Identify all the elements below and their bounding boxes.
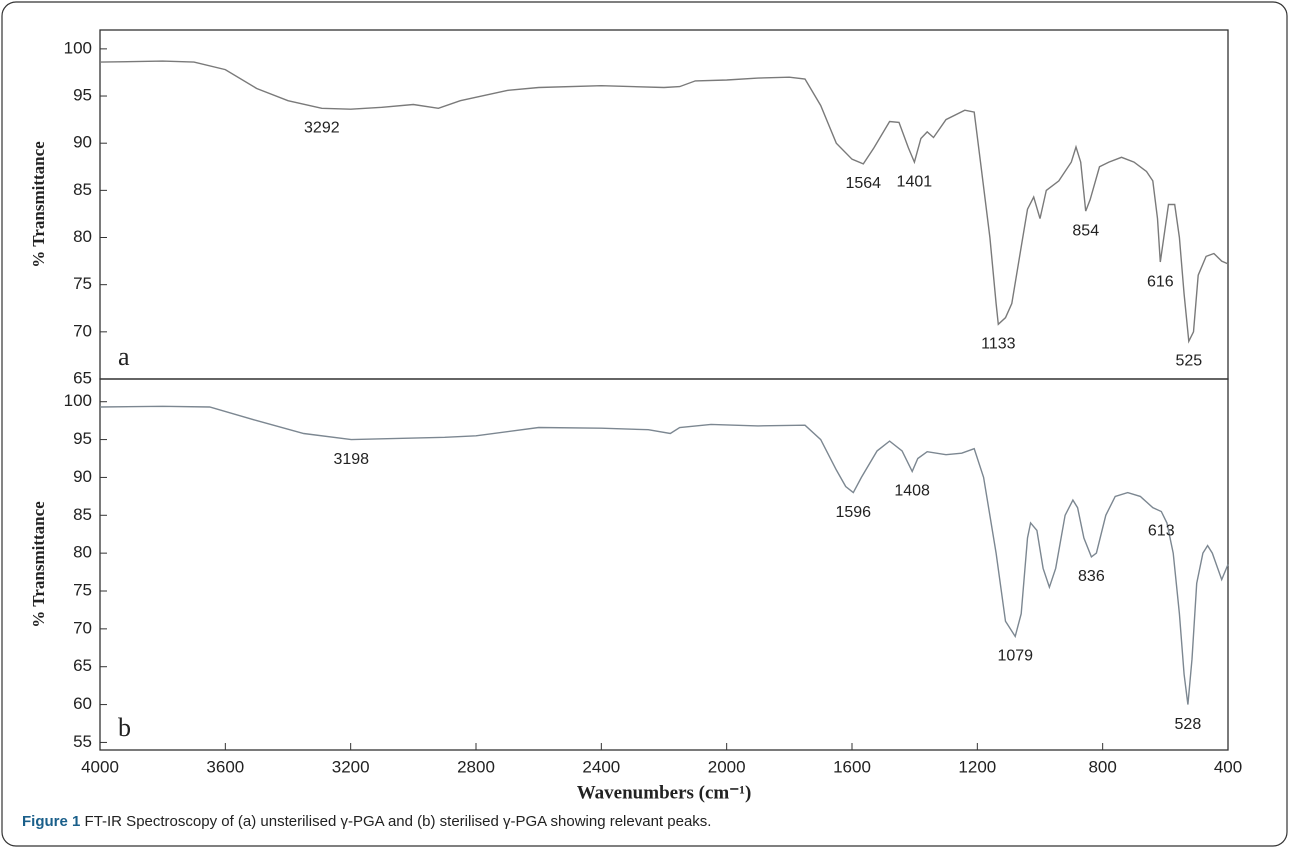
plot-area bbox=[99, 378, 1229, 751]
x-tick-label: 3600 bbox=[206, 757, 244, 776]
y-tick-label: 80 bbox=[73, 227, 92, 246]
x-axis-label: Wavenumbers (cm⁻¹) bbox=[577, 782, 752, 803]
y-tick-label: 90 bbox=[73, 133, 92, 152]
y-axis-label: % Transmittance bbox=[29, 141, 48, 268]
x-tick-label: 800 bbox=[1088, 757, 1116, 776]
peak-label: 528 bbox=[1175, 716, 1202, 733]
y-tick-label: 65 bbox=[73, 656, 92, 675]
x-tick-label: 1200 bbox=[958, 757, 996, 776]
x-tick-label: 2000 bbox=[708, 757, 746, 776]
y-tick-label: 95 bbox=[73, 429, 92, 448]
x-tick-label: 400 bbox=[1214, 757, 1242, 776]
y-tick-label: 75 bbox=[73, 580, 92, 599]
peak-label: 1408 bbox=[894, 483, 930, 500]
peak-label: 3198 bbox=[333, 451, 369, 468]
panel-label: b bbox=[118, 713, 131, 742]
peak-label: 854 bbox=[1072, 222, 1099, 239]
caption-label: Figure 1 bbox=[22, 813, 80, 830]
x-tick-label: 3200 bbox=[332, 757, 370, 776]
peak-label: 1564 bbox=[845, 175, 881, 192]
peak-label: 3292 bbox=[304, 120, 340, 137]
caption: Figure 1 FT-IR Spectroscopy of (a) unste… bbox=[22, 813, 711, 830]
x-tick-label: 2400 bbox=[582, 757, 620, 776]
y-tick-label: 65 bbox=[73, 368, 92, 387]
peak-label: 1401 bbox=[897, 173, 933, 190]
spectrum-line bbox=[99, 60, 1229, 344]
x-tick-label: 2800 bbox=[457, 757, 495, 776]
peak-label: 616 bbox=[1147, 273, 1174, 290]
peak-label: 525 bbox=[1175, 352, 1202, 369]
spectrum-line bbox=[99, 405, 1229, 705]
y-tick-label: 60 bbox=[73, 694, 92, 713]
x-tick-label: 1600 bbox=[833, 757, 871, 776]
y-tick-label: 100 bbox=[64, 391, 92, 410]
peak-label: 1079 bbox=[997, 648, 1033, 665]
peak-label: 1596 bbox=[835, 504, 871, 521]
y-tick-label: 85 bbox=[73, 505, 92, 524]
y-tick-label: 75 bbox=[73, 274, 92, 293]
plot-area bbox=[99, 29, 1229, 380]
y-tick-label: 90 bbox=[73, 467, 92, 486]
y-tick-label: 95 bbox=[73, 86, 92, 105]
y-tick-label: 55 bbox=[73, 732, 92, 751]
y-tick-label: 80 bbox=[73, 543, 92, 562]
peak-label: 1133 bbox=[981, 336, 1016, 353]
y-axis-label: % Transmittance bbox=[29, 501, 48, 628]
peak-label: 836 bbox=[1078, 568, 1105, 585]
y-tick-label: 85 bbox=[73, 180, 92, 199]
y-tick-label: 100 bbox=[64, 38, 92, 57]
peak-label: 613 bbox=[1148, 523, 1175, 540]
caption-text: FT-IR Spectroscopy of (a) unsterilised γ… bbox=[80, 813, 711, 830]
y-tick-label: 70 bbox=[73, 618, 92, 637]
panel-label: a bbox=[118, 342, 130, 371]
x-tick-label: 4000 bbox=[81, 757, 119, 776]
y-tick-label: 70 bbox=[73, 321, 92, 340]
